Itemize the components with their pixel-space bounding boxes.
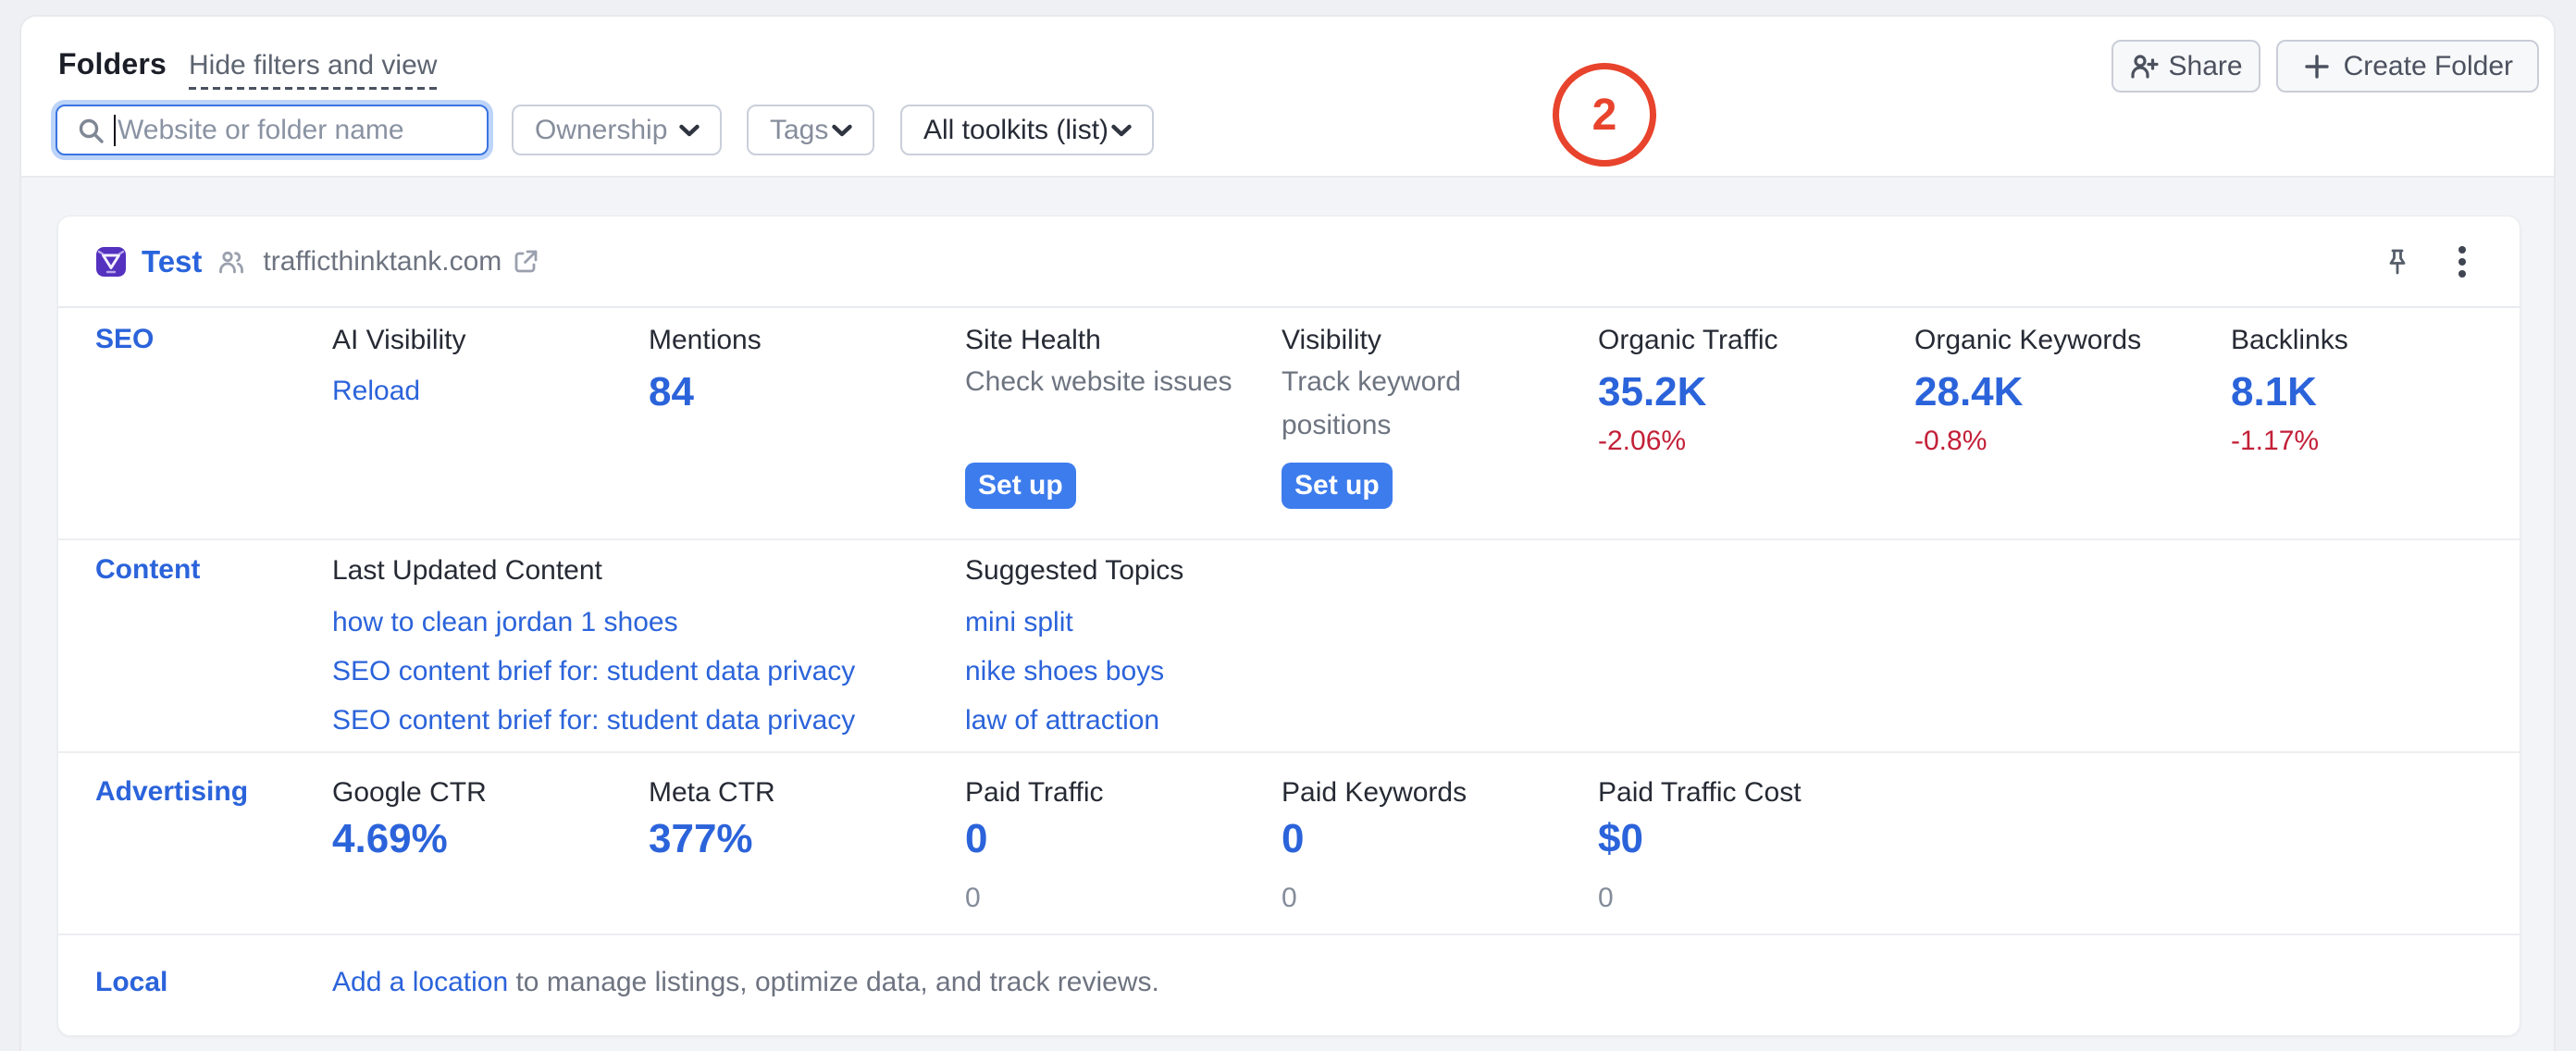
share-button[interactable]: Share: [2111, 40, 2260, 93]
local-sentence-text: to manage listings, optimize data, and t…: [508, 967, 1159, 997]
paid-traffic-cost-cell: Paid Traffic Cost $0 0: [1598, 776, 2231, 934]
annotation-circle-2: 2: [1553, 63, 1656, 167]
local-sentence: Add a location to manage listings, optim…: [332, 967, 1282, 1035]
ownership-label: Ownership: [535, 114, 668, 145]
chevron-down-icon: [679, 124, 700, 136]
search-icon: [79, 118, 104, 143]
person-plus-icon: [2130, 54, 2159, 79]
organic-traffic-cell: Organic Traffic 35.2K -2.06%: [1598, 324, 1914, 538]
paid-traffic-sub: 0: [965, 883, 981, 913]
last-updated-content-title: Last Updated Content: [332, 555, 602, 586]
mentions-cell: Mentions 84: [649, 324, 965, 538]
share-label: Share: [2168, 50, 2243, 81]
paid-traffic-cost-sub: 0: [1598, 883, 1614, 913]
mentions-value[interactable]: 84: [649, 369, 694, 414]
tags-dropdown[interactable]: Tags: [747, 105, 874, 155]
users-icon: [219, 251, 244, 273]
favicon-test: [96, 246, 126, 277]
local-section-link[interactable]: Local: [95, 967, 168, 997]
site-health-cell: Site Health Check website issues Set up: [965, 324, 1282, 538]
paid-traffic-cost-title: Paid Traffic Cost: [1598, 777, 1802, 808]
hide-filters-link[interactable]: Hide filters and view: [188, 50, 438, 90]
paid-keywords-sub: 0: [1282, 883, 1297, 913]
local-row: Local Add a location to manage listings,…: [58, 934, 2520, 1035]
advertising-section-link[interactable]: Advertising: [95, 776, 249, 807]
google-ctr-cell: Google CTR 4.69%: [332, 776, 649, 934]
reload-link[interactable]: Reload: [332, 376, 421, 406]
tags-label: Tags: [770, 114, 829, 145]
visibility-desc: Track keyword positions: [1282, 366, 1461, 440]
paid-traffic-cost-value[interactable]: $0: [1598, 816, 1643, 861]
ai-visibility-cell: AI Visibility Reload: [332, 324, 649, 538]
organic-traffic-delta: -2.06%: [1598, 426, 1687, 456]
page-title: Folders: [58, 47, 167, 80]
organic-keywords-value[interactable]: 28.4K: [1914, 369, 2024, 414]
meta-ctr-value[interactable]: 377%: [649, 816, 753, 861]
content-link[interactable]: SEO content brief for: student data priv…: [332, 656, 856, 686]
suggested-topic-link[interactable]: law of attraction: [965, 705, 1160, 736]
toolkits-label: All toolkits (list): [923, 114, 1109, 145]
content-link[interactable]: SEO content brief for: student data priv…: [332, 705, 856, 736]
organic-keywords-cell: Organic Keywords 28.4K -0.8%: [1914, 324, 2231, 538]
google-ctr-title: Google CTR: [332, 777, 487, 808]
search-placeholder: Website or folder name: [118, 114, 404, 145]
paid-traffic-title: Paid Traffic: [965, 777, 1104, 808]
visibility-cell: Visibility Track keyword positions Set u…: [1282, 324, 1598, 538]
visibility-setup-button[interactable]: Set up: [1282, 463, 1393, 509]
backlinks-value[interactable]: 8.1K: [2231, 369, 2317, 414]
meta-ctr-title: Meta CTR: [649, 777, 775, 808]
seo-row: SEO AI Visibility Reload Mentions 84 Sit…: [58, 308, 2520, 538]
project-domain: trafficthinktank.com: [263, 245, 502, 277]
toolkits-dropdown[interactable]: All toolkits (list): [900, 105, 1154, 155]
project-card-header: Test trafficthinktank.com: [58, 216, 2520, 308]
paid-keywords-value[interactable]: 0: [1282, 816, 1305, 861]
ownership-dropdown[interactable]: Ownership: [512, 105, 722, 155]
ai-visibility-title: AI Visibility: [332, 325, 466, 355]
create-folder-label: Create Folder: [2343, 50, 2513, 81]
paid-traffic-cell: Paid Traffic 0 0: [965, 776, 1282, 934]
suggested-topics-title: Suggested Topics: [965, 555, 1184, 586]
advertising-row: Advertising Google CTR 4.69% Meta CTR 37…: [58, 751, 2520, 934]
text-cursor: [114, 114, 116, 146]
mentions-title: Mentions: [649, 325, 762, 355]
pin-icon[interactable]: [2385, 248, 2409, 276]
add-location-link[interactable]: Add a location: [332, 967, 509, 997]
organic-keywords-delta: -0.8%: [1914, 426, 1988, 456]
kebab-menu-icon[interactable]: [2458, 245, 2466, 278]
site-health-desc: Check website issues: [965, 366, 1232, 397]
google-ctr-value[interactable]: 4.69%: [332, 816, 448, 861]
content-link[interactable]: how to clean jordan 1 shoes: [332, 607, 678, 637]
folders-page: Folders Hide filters and view Website or…: [19, 15, 2556, 1051]
paid-keywords-title: Paid Keywords: [1282, 777, 1468, 808]
site-health-setup-button[interactable]: Set up: [965, 463, 1076, 509]
visibility-title: Visibility: [1282, 325, 1381, 355]
create-folder-button[interactable]: Create Folder: [2275, 40, 2539, 93]
annotation-number: 2: [1591, 90, 1617, 140]
chevron-down-icon: [832, 124, 852, 136]
meta-ctr-cell: Meta CTR 377%: [649, 776, 965, 934]
site-health-title: Site Health: [965, 325, 1101, 355]
project-name-link[interactable]: Test: [142, 243, 203, 278]
page-header: Folders Hide filters and view Website or…: [21, 17, 2554, 178]
plus-icon: [2304, 54, 2329, 79]
paid-traffic-value[interactable]: 0: [965, 816, 988, 861]
suggested-topic-link[interactable]: nike shoes boys: [965, 656, 1165, 686]
seo-section-link[interactable]: SEO: [95, 324, 155, 354]
backlinks-title: Backlinks: [2231, 325, 2348, 355]
backlinks-delta: -1.17%: [2231, 426, 2320, 456]
organic-traffic-value[interactable]: 35.2K: [1598, 369, 1707, 414]
backlinks-cell: Backlinks 8.1K -1.17%: [2231, 324, 2483, 538]
content-row: Content Last Updated Content how to clea…: [58, 538, 2520, 751]
chevron-down-icon: [1111, 124, 1132, 136]
search-input[interactable]: Website or folder name: [56, 105, 489, 155]
organic-traffic-title: Organic Traffic: [1598, 325, 1778, 355]
last-updated-content-cell: Last Updated Content how to clean jordan…: [332, 554, 965, 755]
paid-keywords-cell: Paid Keywords 0 0: [1282, 776, 1598, 934]
organic-keywords-title: Organic Keywords: [1914, 325, 2142, 355]
external-link-icon[interactable]: [514, 249, 539, 274]
content-section-link[interactable]: Content: [95, 554, 201, 585]
project-card: Test trafficthinktank.com: [57, 216, 2520, 1036]
suggested-topic-link[interactable]: mini split: [965, 607, 1073, 637]
suggested-topics-cell: Suggested Topics mini split nike shoes b…: [965, 554, 1598, 755]
